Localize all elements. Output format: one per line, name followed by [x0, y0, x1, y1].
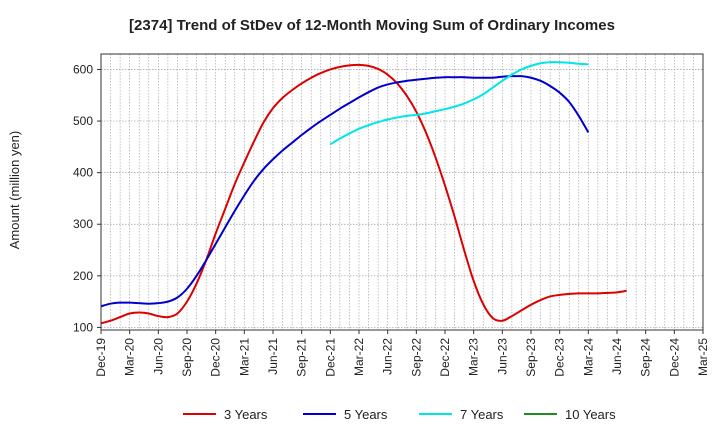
y-ticks: 100 200 300 400 500 600	[73, 62, 101, 334]
series-layer	[100, 61, 627, 325]
x-tick-label: Mar-25	[696, 338, 710, 376]
y-axis-label: Amount (million yen)	[7, 131, 22, 250]
x-tick-label: Sep-23	[524, 338, 538, 377]
x-tick-label: Mar-21	[237, 338, 251, 376]
x-tick-label: Jun-22	[381, 338, 395, 375]
x-tick-label: Mar-20	[123, 338, 137, 376]
x-tick-label: Dec-22	[438, 338, 452, 377]
y-tick-label: 300	[73, 217, 93, 231]
grid	[101, 54, 703, 330]
x-ticks: Dec-19 Mar-20 Jun-20 Sep-20 Dec-20 Mar-21 Jun-…	[94, 330, 710, 377]
x-tick-label: Dec-20	[209, 338, 223, 377]
x-tick-label: Mar-24	[581, 338, 595, 376]
x-tick-label: Jun-20	[151, 338, 165, 375]
x-tick-label: Sep-24	[639, 338, 653, 377]
chart-title: [2374] Trend of StDev of 12-Month Moving…	[129, 17, 615, 34]
y-tick-label: 100	[73, 320, 93, 334]
x-tick-label: Sep-20	[180, 338, 194, 377]
x-tick-label: Mar-23	[467, 338, 481, 376]
x-tick-label: Dec-19	[94, 338, 108, 377]
y-tick-label: 200	[73, 269, 93, 283]
x-tick-label: Jun-24	[610, 338, 624, 375]
x-tick-label: Dec-24	[667, 338, 681, 377]
x-tick-label: Mar-22	[352, 338, 366, 376]
y-tick-label: 600	[73, 62, 93, 76]
x-tick-label: Dec-21	[323, 338, 337, 377]
series-line-7-years	[329, 61, 589, 146]
legend-label: 7 Years	[460, 407, 504, 422]
legend-label: 5 Years	[344, 407, 388, 422]
x-tick-label: Jun-23	[495, 338, 509, 375]
y-tick-label: 400	[73, 166, 93, 180]
plot-area	[100, 53, 704, 331]
legend: 3 Years 5 Years 7 Years 10 Years	[183, 407, 616, 422]
legend-label: 3 Years	[224, 407, 268, 422]
y-tick-label: 500	[73, 114, 93, 128]
series-line-3-years	[100, 63, 627, 325]
x-tick-label: Jun-21	[266, 338, 280, 375]
x-tick-label: Sep-21	[295, 338, 309, 377]
x-tick-label: Dec-23	[553, 338, 567, 377]
legend-label: 10 Years	[565, 407, 616, 422]
x-tick-label: Sep-22	[409, 338, 423, 377]
series-line-5-years	[100, 75, 590, 308]
